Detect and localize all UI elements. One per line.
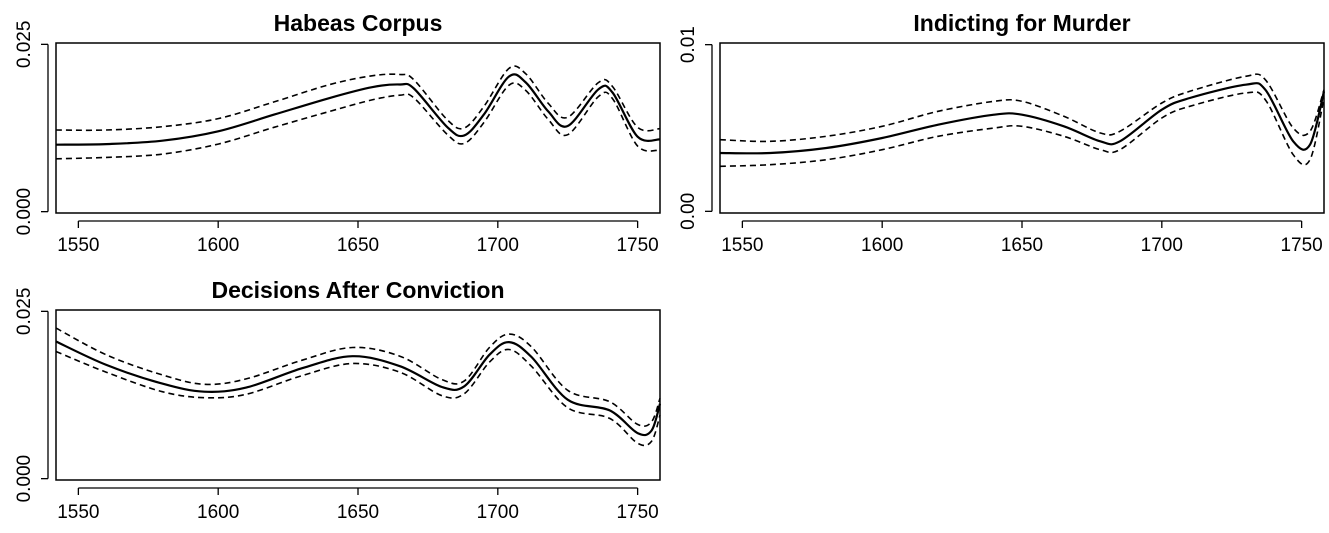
lower-band-line xyxy=(719,91,1325,168)
x-axis: 1550 1600 1650 1700 1750 xyxy=(721,220,1323,256)
lower-band-line xyxy=(55,82,661,160)
plot-frame xyxy=(719,42,1325,214)
x-tick-label: 1600 xyxy=(197,502,239,523)
x-tick-label: 1700 xyxy=(477,502,519,523)
x-tick-label: 1650 xyxy=(337,235,379,256)
y-axis: 0.00 0.01 xyxy=(678,26,713,230)
x-tick-label: 1650 xyxy=(1001,235,1043,256)
x-axis: 1550 1600 1650 1700 1750 xyxy=(57,487,659,523)
x-tick-label: 1600 xyxy=(197,235,239,256)
x-tick-label: 1700 xyxy=(1141,235,1183,256)
y-tick-label: 0.01 xyxy=(678,26,699,63)
plot-lines xyxy=(719,73,1326,168)
x-tick-label: 1750 xyxy=(1280,235,1322,256)
plot-frame xyxy=(55,309,661,481)
panel-title: Indicting for Murder xyxy=(913,10,1130,36)
upper-band-line xyxy=(55,327,661,428)
y-tick-label: 0.025 xyxy=(14,288,35,336)
x-tick-label: 1550 xyxy=(57,235,99,256)
y-tick-label: 0.000 xyxy=(14,455,35,503)
upper-band-line xyxy=(719,73,1325,143)
plot-lines xyxy=(55,327,662,447)
y-tick-label: 0.00 xyxy=(678,193,699,230)
x-tick-label: 1550 xyxy=(57,502,99,523)
panel-indicting-for-murder: Indicting for Murder 1550 1600 1650 1700 175… xyxy=(678,10,1326,256)
y-axis: 0.000 0.025 xyxy=(14,288,49,503)
y-tick-label: 0.025 xyxy=(14,21,35,69)
x-axis: 1550 1600 1650 1700 1750 xyxy=(57,220,659,256)
lower-band-line xyxy=(55,348,661,447)
plot-lines xyxy=(55,65,661,160)
x-tick-label: 1750 xyxy=(616,502,658,523)
estimate-line xyxy=(55,73,661,146)
x-tick-label: 1550 xyxy=(721,235,763,256)
x-tick-label: 1700 xyxy=(477,235,519,256)
upper-band-line xyxy=(55,65,661,132)
x-tick-label: 1750 xyxy=(616,235,658,256)
x-tick-label: 1600 xyxy=(861,235,903,256)
estimate-line xyxy=(55,340,662,437)
panel-decisions-after-conviction: Decisions After Conviction 1550 1600 1650 1… xyxy=(14,277,662,523)
panel-title: Decisions After Conviction xyxy=(211,277,504,303)
panel-title: Habeas Corpus xyxy=(274,10,443,36)
y-axis: 0.000 0.025 xyxy=(14,21,49,236)
y-tick-label: 0.000 xyxy=(14,188,35,236)
panel-habeas-corpus: Habeas Corpus 1550 1600 1650 1700 1750 0.000… xyxy=(14,10,661,256)
x-tick-label: 1650 xyxy=(337,502,379,523)
estimate-line xyxy=(719,82,1326,155)
